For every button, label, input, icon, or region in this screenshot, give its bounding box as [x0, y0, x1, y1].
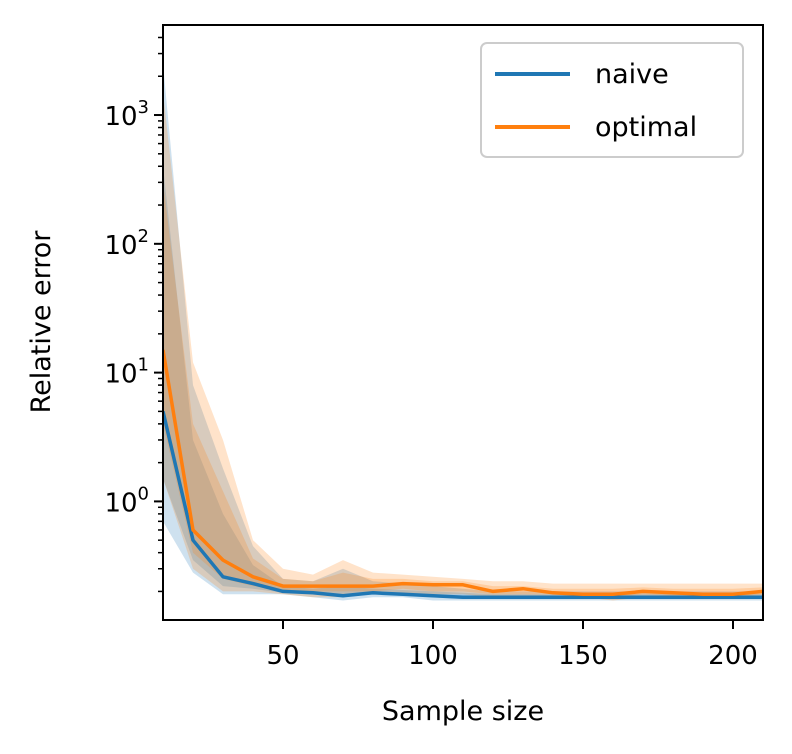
optimal-series-line	[163, 349, 763, 597]
y-tick-label: 100	[104, 483, 149, 518]
legend-label-naive: naive	[595, 59, 669, 90]
optimal-band-outer	[163, 92, 763, 601]
x-axis: 50 100 150 200	[266, 620, 758, 671]
series-lines	[163, 349, 763, 600]
confidence-bands	[163, 63, 763, 601]
naive-band-outer	[163, 63, 763, 601]
x-tick-label: 100	[408, 641, 458, 671]
x-tick-label: 50	[266, 641, 299, 671]
y-axis: 100 101 102 103	[104, 36, 163, 593]
y-axis-label: Relative error	[26, 230, 57, 414]
x-axis-label: Sample size	[382, 696, 544, 727]
naive-series-line	[163, 411, 763, 600]
plot-frame	[162, 24, 764, 621]
legend-label-optimal: optimal	[595, 112, 697, 143]
x-tick-label: 200	[708, 641, 758, 671]
naive-band-inner	[163, 166, 763, 599]
y-tick-label: 103	[104, 97, 149, 132]
y-tick-label: 101	[104, 355, 149, 390]
y-tick-label: 102	[104, 226, 149, 261]
legend: naive optimal	[480, 42, 744, 158]
x-tick-label: 150	[558, 641, 608, 671]
optimal-band-inner	[163, 182, 763, 598]
